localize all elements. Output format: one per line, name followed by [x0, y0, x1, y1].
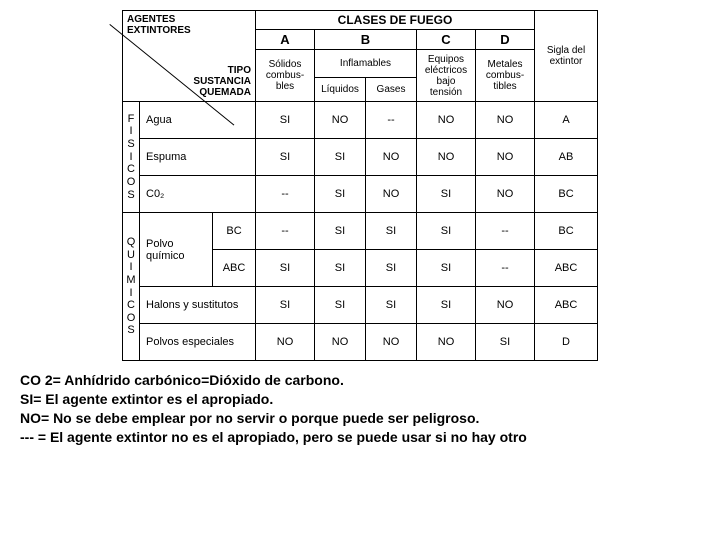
fire-agents-table: AGENTESEXTINTORESTIPOSUSTANCIAQUEMADACLA…	[122, 10, 598, 361]
subhead-a: Sólidos combus-bles	[256, 50, 315, 102]
agent-espuma: Espuma	[140, 139, 256, 176]
cell-sigla: AB	[535, 139, 598, 176]
cell-b-liq: SI	[315, 176, 366, 213]
cell-c: NO	[417, 324, 476, 361]
legend-line-4: --- = El agente extintor no es el apropi…	[20, 428, 700, 447]
agent-co2: C0₂	[140, 176, 256, 213]
cell-c: SI	[417, 213, 476, 250]
cell-sigla: BC	[535, 176, 598, 213]
subhead-c: Equipos eléctricos bajo tensión	[417, 50, 476, 102]
legend-block: CO 2= Anhídrido carbónico=Dióxido de car…	[20, 371, 700, 447]
cell-c: NO	[417, 102, 476, 139]
agent-halons: Halons y sustitutos	[140, 287, 256, 324]
cell-c: SI	[417, 287, 476, 324]
cell-c: SI	[417, 176, 476, 213]
cell-b-gas: NO	[366, 176, 417, 213]
table-container: AGENTESEXTINTORESTIPOSUSTANCIAQUEMADACLA…	[20, 10, 700, 361]
cell-sigla: A	[535, 102, 598, 139]
cell-b-gas: --	[366, 102, 417, 139]
legend-line-2: SI= El agente extintor es el apropiado.	[20, 390, 700, 409]
cell-b-gas: SI	[366, 213, 417, 250]
cell-d: NO	[476, 139, 535, 176]
cell-d: NO	[476, 102, 535, 139]
cell-b-liq: SI	[315, 213, 366, 250]
cell-sigla: D	[535, 324, 598, 361]
class-d-header: D	[476, 30, 535, 50]
cell-b-gas: NO	[366, 139, 417, 176]
class-a-header: A	[256, 30, 315, 50]
legend-line-3: NO= No se debe emplear por no servir o p…	[20, 409, 700, 428]
cell-a: --	[256, 213, 315, 250]
subhead-b-gases: Gases	[366, 77, 417, 102]
cell-d: NO	[476, 176, 535, 213]
legend-line-1: CO 2= Anhídrido carbónico=Dióxido de car…	[20, 371, 700, 390]
cell-b-gas: SI	[366, 287, 417, 324]
cell-sigla: BC	[535, 213, 598, 250]
cell-b-liq: NO	[315, 102, 366, 139]
cell-b-liq: SI	[315, 287, 366, 324]
cell-a: SI	[256, 102, 315, 139]
sub-bc: BC	[213, 213, 256, 250]
cell-d: NO	[476, 287, 535, 324]
cell-a: SI	[256, 250, 315, 287]
class-c-header: C	[417, 30, 476, 50]
cell-c: NO	[417, 139, 476, 176]
cell-a: SI	[256, 139, 315, 176]
sigla-header: Sigla del extintor	[535, 11, 598, 102]
cell-d: --	[476, 250, 535, 287]
quimicos-label: QUIMICOS	[123, 213, 140, 361]
agent-agua: Agua	[140, 102, 256, 139]
cell-d: --	[476, 213, 535, 250]
cell-a: NO	[256, 324, 315, 361]
subhead-d: Metales combus-tibles	[476, 50, 535, 102]
cell-b-liq: SI	[315, 139, 366, 176]
agent-polvo-quimico: Polvo químico	[140, 213, 213, 287]
cell-a: SI	[256, 287, 315, 324]
cell-sigla: ABC	[535, 250, 598, 287]
agent-polvos-especiales: Polvos especiales	[140, 324, 256, 361]
cell-b-gas: SI	[366, 250, 417, 287]
cell-b-gas: NO	[366, 324, 417, 361]
cell-a: --	[256, 176, 315, 213]
clases-de-fuego-header: CLASES DE FUEGO	[256, 11, 535, 30]
cell-c: SI	[417, 250, 476, 287]
cell-sigla: ABC	[535, 287, 598, 324]
subhead-b-liquidos: Líquidos	[315, 77, 366, 102]
class-b-header: B	[315, 30, 417, 50]
diagonal-header-cell: AGENTESEXTINTORESTIPOSUSTANCIAQUEMADA	[123, 11, 256, 102]
sub-abc: ABC	[213, 250, 256, 287]
cell-b-liq: NO	[315, 324, 366, 361]
cell-b-liq: SI	[315, 250, 366, 287]
cell-d: SI	[476, 324, 535, 361]
subhead-b: Inflamables	[315, 50, 417, 78]
fisicos-label: FISICOS	[123, 102, 140, 213]
